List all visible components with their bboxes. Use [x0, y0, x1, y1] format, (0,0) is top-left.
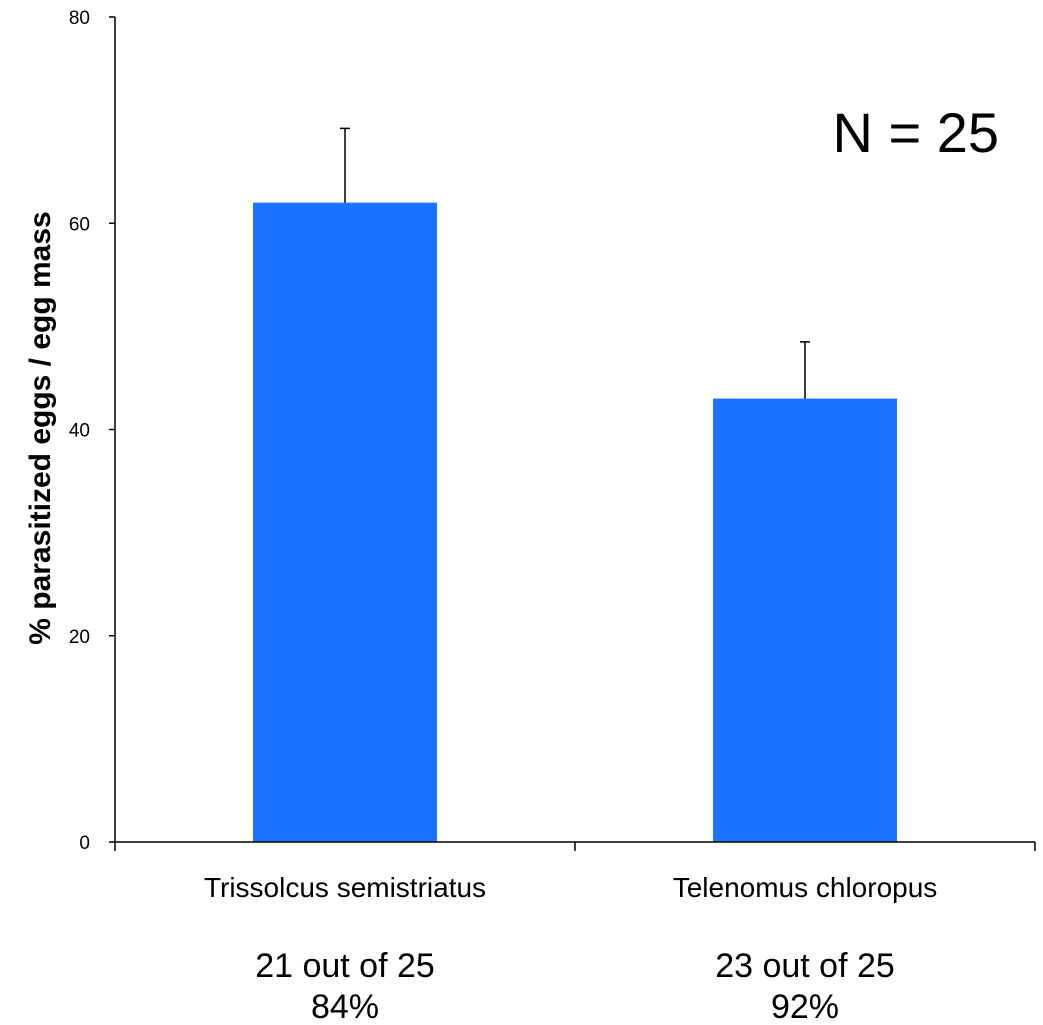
category-sublabel-2-2: 92%	[771, 988, 839, 1025]
bars-group	[253, 202, 897, 842]
y-axis-label: % parasitized eggs / egg mass	[24, 211, 57, 645]
bar-1	[253, 202, 437, 842]
y-tick-label-20: 20	[69, 627, 90, 648]
y-tick-label-40: 40	[69, 421, 90, 442]
x-ticks-group	[114, 842, 1036, 851]
y-tick-label-60: 60	[69, 214, 90, 235]
bar-2	[713, 398, 897, 842]
y-tick-label-80: 80	[69, 8, 90, 29]
error-bars-group	[340, 127, 810, 399]
category-label-2: Telenomus chloropus	[673, 872, 938, 903]
category-sublabel-1-1: 21 out of 25	[255, 947, 435, 985]
category-sublabel-2-1: 23 out of 25	[715, 947, 895, 985]
category-label-1: Trissolcus semistriatus	[204, 872, 486, 903]
sample-size-annotation: N = 25	[832, 101, 999, 164]
category-sublabel-1-2: 84%	[311, 988, 379, 1025]
y-tick-label-0: 0	[79, 833, 90, 854]
y-ticks-group: 0 20 40 60 80	[69, 8, 115, 854]
